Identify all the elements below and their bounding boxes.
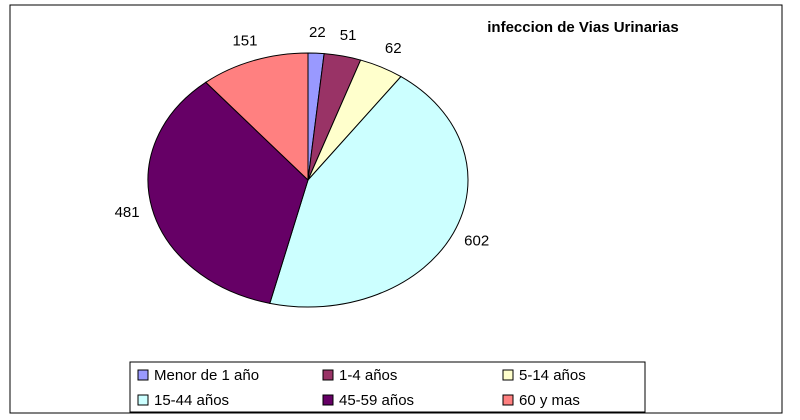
- pie-slice: [204, 52, 309, 182]
- data-label: 22: [309, 24, 326, 41]
- legend-box: [129, 361, 646, 413]
- legend-label: 5-14 años: [519, 367, 586, 384]
- data-label: 481: [115, 204, 140, 221]
- legend-label: 60 y mas: [519, 392, 580, 409]
- legend-label: 45-59 años: [339, 392, 414, 409]
- legend-label: 15-44 años: [154, 392, 229, 409]
- data-label: 51: [340, 27, 357, 44]
- legend-swatch: [322, 369, 334, 381]
- pie-slice: [269, 75, 469, 308]
- legend-swatch: [137, 394, 149, 406]
- chart-title: infeccion de Vias Urinarias: [487, 19, 678, 36]
- data-label: 602: [464, 232, 489, 249]
- legend-swatch: [502, 369, 514, 381]
- data-label: 151: [232, 32, 257, 49]
- legend-swatch: [137, 369, 149, 381]
- legend-swatch: [322, 394, 334, 406]
- legend-label: 1-4 años: [339, 367, 397, 384]
- data-label: 62: [385, 40, 402, 57]
- legend-label: Menor de 1 año: [154, 367, 259, 384]
- legend-swatch: [502, 394, 514, 406]
- pie-slice: [147, 81, 309, 304]
